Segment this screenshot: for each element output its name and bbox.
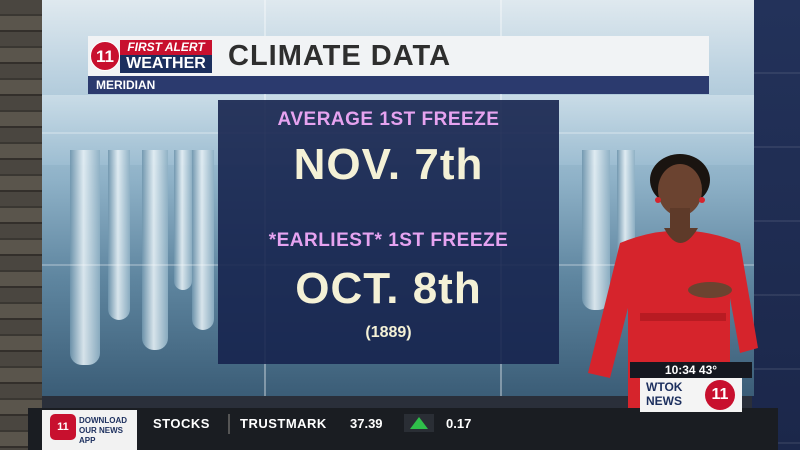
location-bar: MERIDIAN: [88, 76, 709, 94]
climate-data-panel: AVERAGE 1ST FREEZE NOV. 7th *EARLIEST* 1…: [218, 100, 559, 364]
ticker-stock-name: TRUSTMARK: [240, 416, 327, 431]
ticker-stock-change: 0.17: [446, 416, 472, 431]
station-call-letters: WTOK: [646, 380, 683, 394]
logo-line2: WEATHER: [120, 55, 212, 73]
icicle: [174, 150, 192, 290]
studio-stone-wall: [0, 0, 42, 450]
app-promo-text: DOWNLOAD OUR NEWS APP: [79, 416, 127, 445]
up-arrow-icon: [404, 414, 434, 432]
icicle: [192, 150, 214, 330]
earliest-freeze-label: *EARLIEST* 1ST FREEZE: [268, 230, 509, 251]
icicle: [582, 150, 610, 310]
time-temperature-bug: 10:34 43°: [630, 362, 752, 378]
logo-line1: FIRST ALERT: [120, 40, 212, 55]
graphic-title: CLIMATE DATA: [228, 40, 452, 72]
average-freeze-label: AVERAGE 1ST FREEZE: [277, 109, 500, 130]
station-news-label: NEWS: [646, 394, 682, 408]
earliest-freeze-date: OCT. 8th: [295, 264, 482, 313]
logo-number: 11: [90, 41, 120, 71]
ticker-stock-price: 37.39: [350, 416, 383, 431]
ticker-section-label: STOCKS: [153, 416, 210, 431]
earliest-freeze-year: (1889): [365, 324, 412, 341]
icicle: [108, 150, 130, 320]
news-app-icon: 11: [50, 414, 76, 440]
news-ticker: [28, 408, 778, 450]
icicle: [142, 150, 168, 350]
first-alert-weather-logo: 11 FIRST ALERT WEATHER: [90, 39, 214, 73]
ticker-divider: [228, 414, 230, 434]
icicle: [70, 150, 100, 365]
average-freeze-date: NOV. 7th: [293, 140, 484, 189]
station-number-badge: 11: [705, 380, 735, 410]
studio-right-panel: [752, 0, 800, 450]
